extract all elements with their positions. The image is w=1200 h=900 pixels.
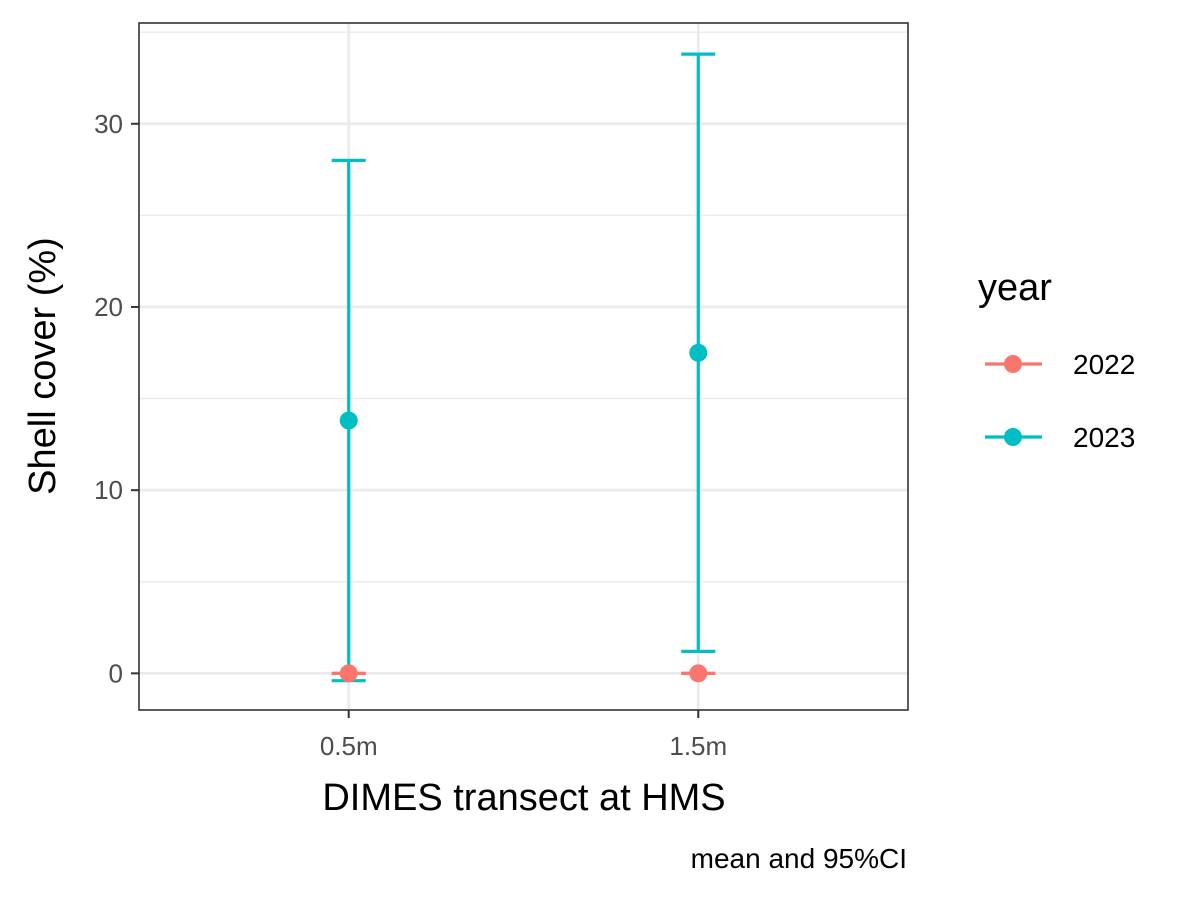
legend-label: 2022 bbox=[1073, 349, 1135, 380]
legend-key-point bbox=[1004, 355, 1022, 373]
x-axis-title: DIMES transect at HMS bbox=[322, 777, 725, 819]
y-axis-title: Shell cover (%) bbox=[22, 237, 64, 495]
data-point bbox=[689, 664, 708, 683]
data-point bbox=[689, 343, 708, 362]
y-tick-label: 10 bbox=[94, 475, 123, 505]
data-point bbox=[339, 411, 358, 430]
axes: 0 10 20 30 0.5m 1.5m bbox=[94, 109, 727, 761]
panel-background bbox=[139, 23, 908, 710]
panel-border bbox=[138, 22, 909, 711]
x-tick-label: 1.5m bbox=[669, 731, 727, 761]
legend-label: 2023 bbox=[1073, 422, 1135, 453]
x-tick-label: 0.5m bbox=[320, 731, 378, 761]
chart-caption: mean and 95%CI bbox=[691, 843, 907, 874]
y-tick-label: 20 bbox=[94, 292, 123, 322]
data-point bbox=[339, 664, 358, 683]
plot-area bbox=[138, 22, 909, 711]
legend-title: year bbox=[978, 267, 1052, 309]
y-tick-label: 30 bbox=[94, 109, 123, 139]
y-tick-label: 0 bbox=[109, 658, 123, 688]
legend-key-point bbox=[1004, 428, 1022, 446]
legend: year 2022 2023 bbox=[978, 267, 1135, 453]
